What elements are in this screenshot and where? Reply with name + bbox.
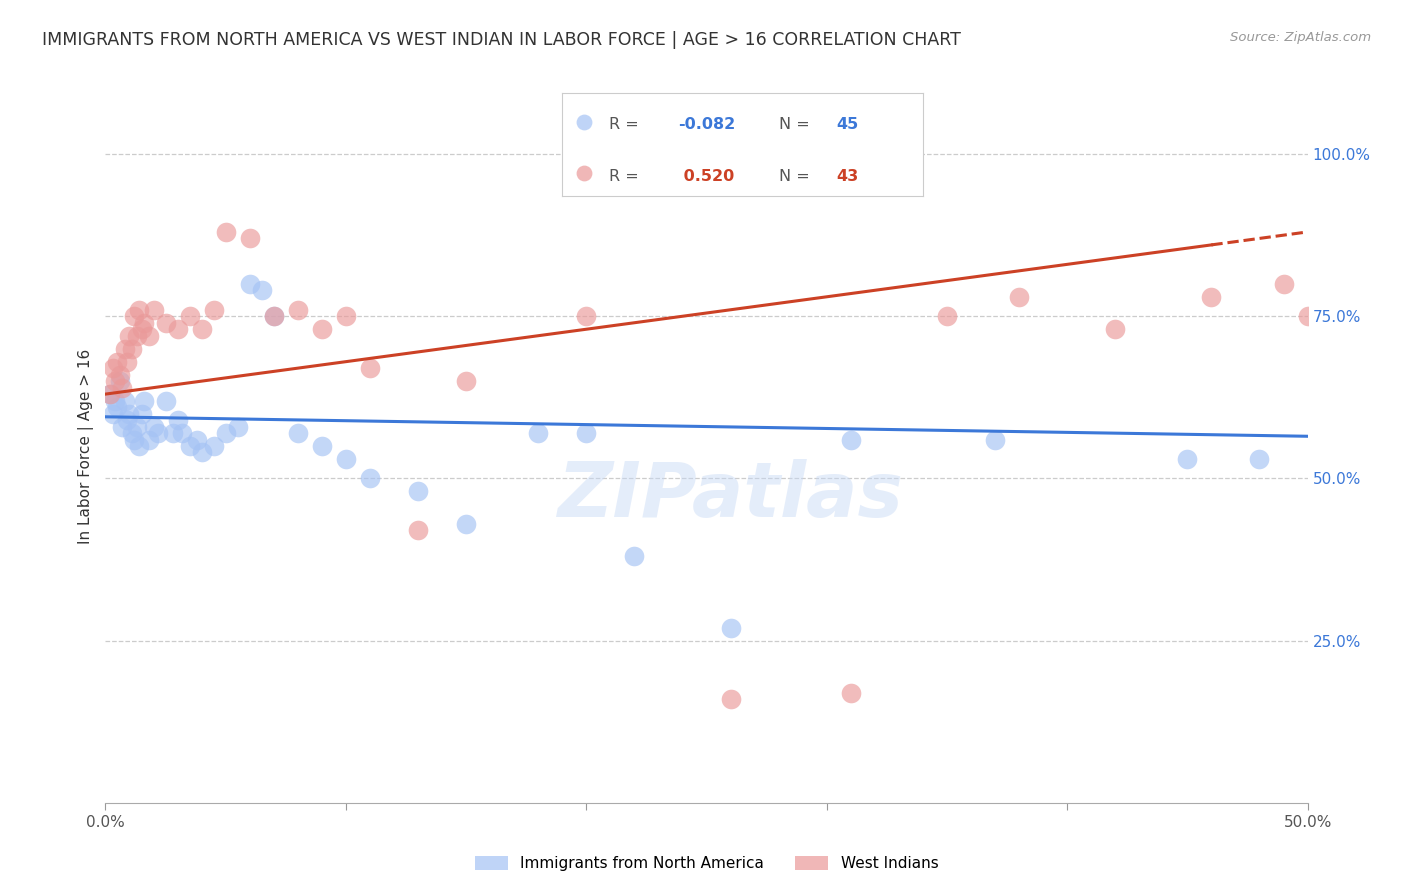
- Point: [1201, 290, 1223, 304]
- Point: [179, 439, 201, 453]
- Point: [172, 425, 194, 440]
- Point: [114, 393, 136, 408]
- Point: [186, 433, 208, 447]
- Point: [155, 393, 177, 408]
- Point: [131, 322, 153, 336]
- Point: [148, 425, 170, 440]
- Point: [107, 354, 129, 368]
- Point: [527, 425, 550, 440]
- Point: [1344, 310, 1367, 324]
- Point: [115, 354, 138, 368]
- Point: [138, 328, 160, 343]
- Point: [1368, 310, 1391, 324]
- Point: [311, 322, 333, 336]
- Point: [239, 231, 262, 245]
- Point: [108, 374, 131, 388]
- Point: [1008, 290, 1031, 304]
- Point: [1296, 310, 1319, 324]
- Text: ZIPatlas: ZIPatlas: [558, 459, 904, 533]
- Point: [984, 433, 1007, 447]
- Point: [111, 419, 134, 434]
- Point: [202, 302, 225, 317]
- Point: [128, 439, 150, 453]
- Point: [720, 692, 742, 706]
- Point: [114, 342, 136, 356]
- Y-axis label: In Labor Force | Age > 16: In Labor Force | Age > 16: [79, 349, 94, 543]
- Point: [1249, 452, 1271, 467]
- Point: [104, 374, 127, 388]
- Point: [162, 425, 184, 440]
- Point: [107, 400, 129, 414]
- Point: [166, 413, 188, 427]
- Point: [263, 310, 285, 324]
- Point: [359, 361, 381, 376]
- Point: [454, 374, 477, 388]
- Point: [128, 302, 150, 317]
- Point: [839, 685, 862, 699]
- Point: [335, 452, 357, 467]
- Point: [104, 393, 127, 408]
- Point: [118, 328, 141, 343]
- Point: [132, 393, 155, 408]
- Point: [125, 419, 148, 434]
- Point: [142, 419, 165, 434]
- Point: [359, 471, 381, 485]
- Point: [239, 277, 262, 291]
- Point: [142, 302, 165, 317]
- Point: [1104, 322, 1126, 336]
- Point: [155, 316, 177, 330]
- Point: [250, 283, 273, 297]
- Point: [121, 342, 143, 356]
- Point: [202, 439, 225, 453]
- Point: [287, 302, 309, 317]
- Legend: Immigrants from North America, West Indians: Immigrants from North America, West Indi…: [468, 849, 945, 877]
- Point: [166, 322, 188, 336]
- Point: [98, 387, 121, 401]
- Point: [406, 484, 429, 499]
- Point: [101, 361, 124, 376]
- Point: [1272, 277, 1295, 291]
- Point: [124, 433, 146, 447]
- Point: [839, 433, 862, 447]
- Point: [1320, 310, 1343, 324]
- Text: Source: ZipAtlas.com: Source: ZipAtlas.com: [1230, 31, 1371, 45]
- Point: [335, 310, 357, 324]
- Point: [311, 439, 333, 453]
- Point: [720, 621, 742, 635]
- Point: [111, 381, 134, 395]
- Point: [936, 310, 959, 324]
- Point: [190, 322, 212, 336]
- Point: [125, 328, 148, 343]
- Point: [118, 407, 141, 421]
- Text: IMMIGRANTS FROM NORTH AMERICA VS WEST INDIAN IN LABOR FORCE | AGE > 16 CORRELATI: IMMIGRANTS FROM NORTH AMERICA VS WEST IN…: [42, 31, 962, 49]
- Point: [287, 425, 309, 440]
- Point: [454, 516, 477, 531]
- Point: [98, 387, 121, 401]
- Point: [138, 433, 160, 447]
- Point: [121, 425, 143, 440]
- Point: [575, 310, 598, 324]
- Point: [623, 549, 645, 564]
- Point: [131, 407, 153, 421]
- Point: [115, 413, 138, 427]
- Point: [263, 310, 285, 324]
- Point: [124, 310, 146, 324]
- Point: [575, 425, 598, 440]
- Point: [179, 310, 201, 324]
- Point: [101, 407, 124, 421]
- Point: [1175, 452, 1198, 467]
- Point: [190, 445, 212, 459]
- Point: [108, 368, 131, 382]
- Point: [226, 419, 249, 434]
- Point: [406, 524, 429, 538]
- Point: [214, 225, 236, 239]
- Point: [214, 425, 236, 440]
- Point: [132, 316, 155, 330]
